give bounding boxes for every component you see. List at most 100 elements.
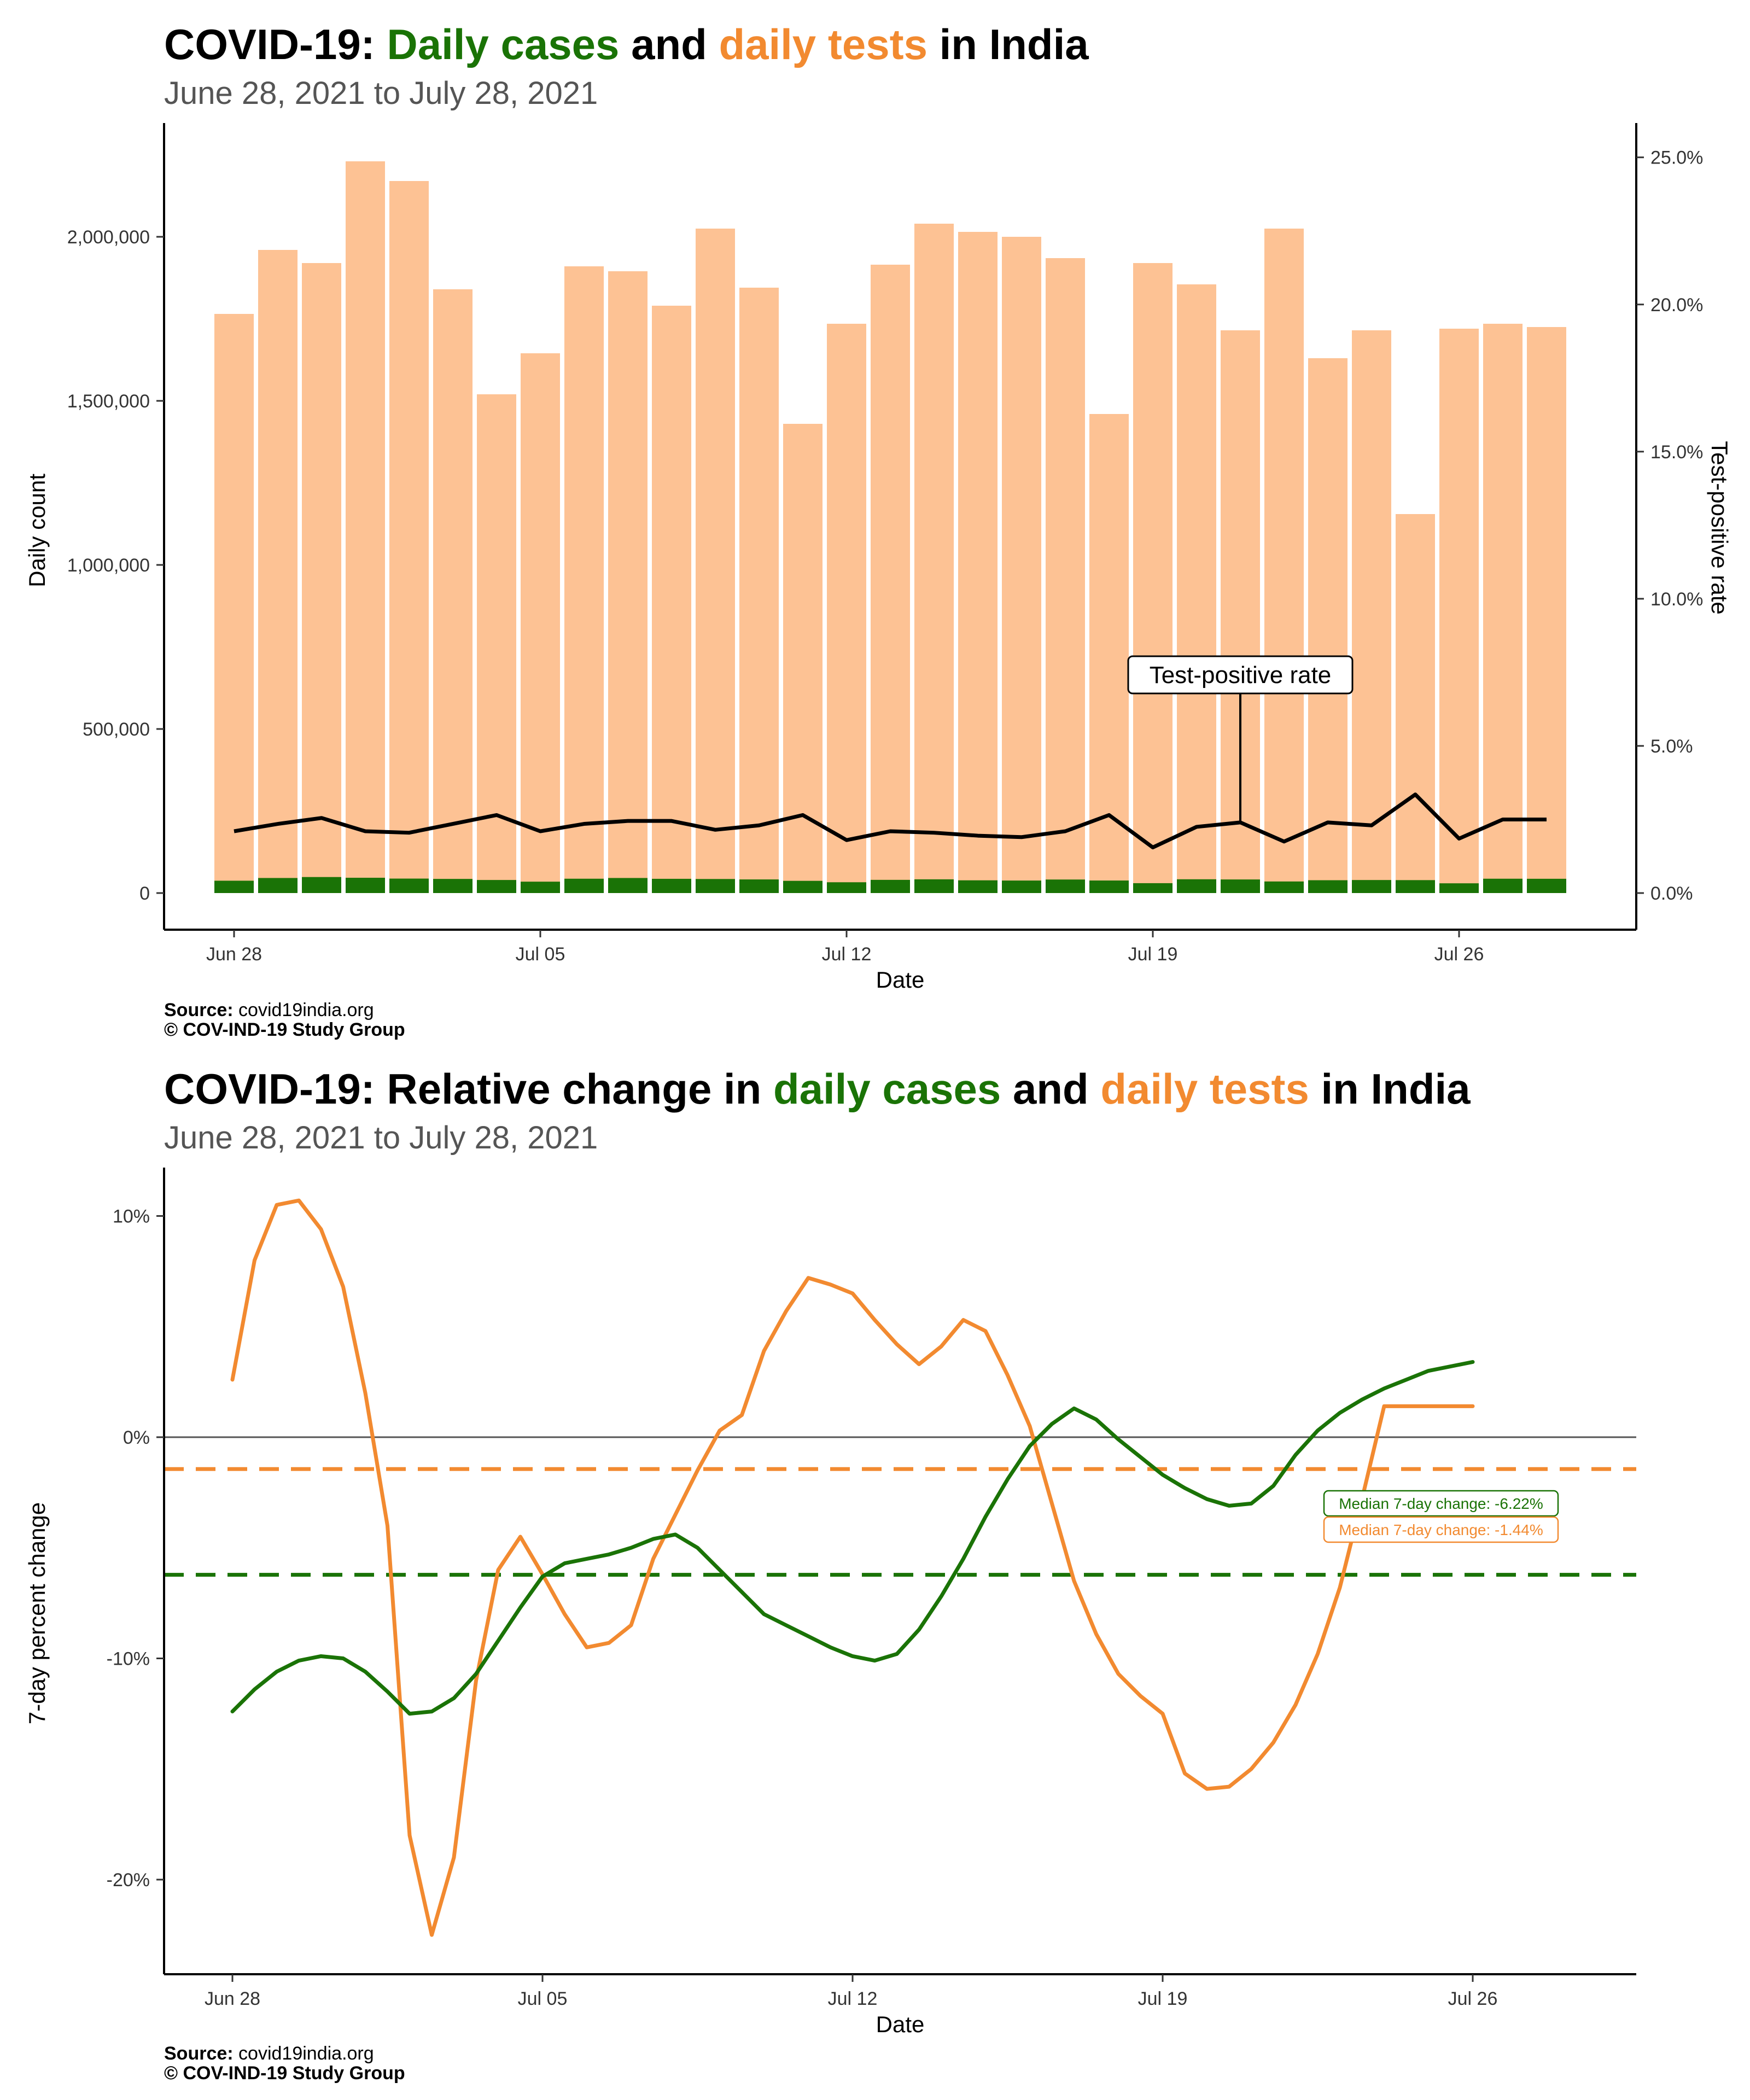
cases-bar bbox=[783, 880, 822, 893]
tests-bar bbox=[1308, 358, 1348, 893]
tests-bar bbox=[258, 250, 298, 893]
title-part: and bbox=[1001, 1065, 1101, 1113]
x-tick-label: Jul 26 bbox=[1448, 1988, 1498, 2009]
tests-bar bbox=[1439, 329, 1479, 893]
annotation-box bbox=[1127, 655, 1354, 695]
source-value: covid19india.org bbox=[233, 2043, 374, 2064]
relative-change-plot: Median 7-day change: -6.22% Median 7-day… bbox=[24, 1168, 1636, 2037]
title-part-cases: Daily cases bbox=[387, 20, 620, 68]
title-part: COVID-19: bbox=[164, 20, 387, 68]
title-part-cases: daily cases bbox=[773, 1065, 1001, 1113]
title-part: in India bbox=[1309, 1065, 1471, 1113]
median-labels: Median 7-day change: -6.22% Median 7-day… bbox=[1323, 1490, 1559, 1543]
y2-tick-label: 20.0% bbox=[1650, 295, 1703, 316]
cases-bar bbox=[1264, 881, 1304, 893]
cases-bar bbox=[1046, 879, 1085, 893]
daily-counts-plot: Test-positive rate 0 500,000 1,000,000 1,50… bbox=[24, 123, 1732, 993]
cases-line bbox=[230, 1360, 1475, 1716]
tests-bar bbox=[564, 266, 604, 893]
y2-axis-title: Test-positive rate bbox=[1707, 441, 1732, 614]
y-tick-label: -10% bbox=[107, 1649, 150, 1670]
title-part: and bbox=[619, 20, 719, 68]
y2-tick-label: 5.0% bbox=[1650, 736, 1693, 757]
cases-bar bbox=[346, 878, 385, 893]
cases-bar bbox=[433, 879, 472, 893]
cases-bar bbox=[652, 878, 691, 893]
cases-bar bbox=[1527, 878, 1566, 893]
tests-bars bbox=[214, 161, 1566, 893]
cases-bar bbox=[1089, 880, 1129, 893]
source-label: Source: bbox=[164, 1000, 234, 1020]
tests-bar bbox=[1352, 330, 1391, 893]
cases-bar bbox=[477, 880, 516, 893]
tests-bar bbox=[1264, 229, 1304, 893]
x-axis-title: Date bbox=[876, 967, 925, 993]
y-tick-label: 0% bbox=[123, 1427, 150, 1448]
x-tick-label: Jul 19 bbox=[1128, 944, 1178, 965]
chart-panel-relative-change: COVID-19: Relative change in daily cases… bbox=[0, 1050, 1750, 2100]
tests-bar bbox=[827, 324, 866, 893]
cases-bar bbox=[958, 880, 998, 893]
chart-title: COVID-19: Daily cases and daily tests in… bbox=[164, 23, 1089, 66]
tests-bar bbox=[302, 263, 341, 893]
y2-tick-label: 10.0% bbox=[1650, 589, 1703, 610]
annotation-label: Test-positive rate bbox=[1150, 662, 1332, 689]
cases-bar bbox=[871, 879, 910, 893]
cases-bar bbox=[608, 878, 648, 893]
copyright-note: © COV-IND-19 Study Group bbox=[164, 1019, 405, 1040]
cases-bars bbox=[214, 877, 1566, 893]
tests-bar bbox=[739, 288, 779, 893]
y2-tick-label: 0.0% bbox=[1650, 883, 1693, 904]
tests-bar bbox=[433, 289, 472, 893]
cases-bar bbox=[214, 880, 254, 893]
cases-bar bbox=[258, 878, 298, 893]
cases-bar bbox=[1133, 883, 1172, 893]
median-cases-label: Median 7-day change: -6.22% bbox=[1339, 1495, 1543, 1512]
axes: 0 500,000 1,000,000 1,500,000 2,000,000 0.0% 5… bbox=[67, 123, 1703, 965]
tests-bar bbox=[477, 394, 516, 893]
y-axis-title: 7-day percent change bbox=[24, 1502, 50, 1724]
cases-bar bbox=[1396, 880, 1435, 893]
y2-tick-label: 15.0% bbox=[1650, 442, 1703, 463]
source-value: covid19india.org bbox=[233, 1000, 374, 1020]
x-tick-label: Jul 19 bbox=[1138, 1988, 1188, 2009]
source-label: Source: bbox=[164, 2043, 234, 2064]
cases-bar bbox=[1352, 880, 1391, 893]
y-tick-label: 500,000 bbox=[83, 719, 150, 740]
chart-title: COVID-19: Relative change in daily cases… bbox=[164, 1068, 1471, 1110]
tests-bar bbox=[214, 314, 254, 893]
tests-line bbox=[230, 1198, 1475, 1937]
x-tick-label: Jul 05 bbox=[516, 944, 565, 965]
tests-bar bbox=[608, 271, 648, 893]
copyright-note: © COV-IND-19 Study Group bbox=[164, 2063, 405, 2084]
cases-bar bbox=[696, 879, 735, 893]
title-part-tests: daily tests bbox=[1100, 1065, 1309, 1113]
y-tick-label: 1,000,000 bbox=[67, 555, 150, 576]
source-note: Source: covid19india.org bbox=[164, 1000, 374, 1020]
tests-bar bbox=[1396, 514, 1435, 893]
y-tick-label: -20% bbox=[107, 1870, 150, 1891]
tests-bar bbox=[914, 224, 954, 893]
cases-bar bbox=[564, 878, 604, 893]
tests-bar bbox=[696, 229, 735, 893]
cases-bar bbox=[827, 882, 866, 893]
axes: -20% -10% 0% 10% Jun 28 Jul 05 Jul 12 Jul 19 Jul… bbox=[107, 1168, 1636, 2009]
cases-bar bbox=[1439, 883, 1479, 893]
cases-bar bbox=[389, 878, 429, 893]
reference-lines bbox=[164, 1436, 1636, 1577]
tests-bar bbox=[1483, 324, 1522, 893]
title-part: in India bbox=[927, 20, 1089, 68]
median-tests-label-box bbox=[1323, 1516, 1559, 1543]
x-tick-label: Jul 12 bbox=[828, 1988, 878, 2009]
x-tick-label: Jul 26 bbox=[1434, 944, 1484, 965]
x-tick-label: Jul 12 bbox=[822, 944, 872, 965]
median-tests-label: Median 7-day change: -1.44% bbox=[1339, 1521, 1543, 1538]
cases-bar bbox=[1221, 879, 1260, 893]
y-tick-label: 10% bbox=[113, 1206, 150, 1227]
tests-bar bbox=[958, 232, 998, 893]
cases-bar bbox=[739, 879, 779, 893]
median-cases-label-box bbox=[1323, 1490, 1559, 1517]
tests-bar bbox=[1133, 263, 1172, 893]
tests-bar bbox=[346, 161, 385, 893]
x-tick-label: Jul 05 bbox=[518, 1988, 568, 2009]
